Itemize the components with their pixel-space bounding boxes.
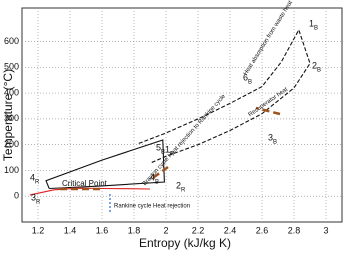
series-line xyxy=(45,139,165,190)
point-label-sub: B xyxy=(314,26,318,32)
x-tick-label: 2.6 xyxy=(256,225,269,235)
grid: 1.2 1.4 1.6 1.8 2 2.2 2.4 2.6 2.8 3 0 100 200 300 400 5… xyxy=(4,8,342,235)
point-label: 1 xyxy=(165,144,170,154)
annotation: Rankine cycle Heat rejection xyxy=(114,204,190,210)
y-tick-label: 200 xyxy=(4,139,19,149)
x-axis-label: Entropy (kJ/kg K) xyxy=(139,236,231,250)
point-label: 3 xyxy=(31,192,36,202)
y-tick-label: 300 xyxy=(4,113,19,123)
point-label: 4 xyxy=(150,172,155,182)
plot-frame xyxy=(21,7,343,223)
x-tick-label: 2.8 xyxy=(288,225,301,235)
point-label: 2 xyxy=(312,60,317,70)
y-tick-label: 500 xyxy=(4,62,19,72)
x-tick-label: 1.8 xyxy=(128,225,141,235)
point-label: 4 xyxy=(30,172,35,182)
point-label-sub: R xyxy=(36,200,41,206)
annotation: Heat absorption from waste heat xyxy=(243,0,294,77)
point-label: 2 xyxy=(176,180,181,190)
point-label-sub: B xyxy=(248,80,252,86)
series-line xyxy=(29,187,151,196)
y-tick-label: 600 xyxy=(4,36,19,46)
x-tick-label: 1.4 xyxy=(64,225,77,235)
x-tick-label: 2.2 xyxy=(192,225,205,235)
x-tick-label: 1.6 xyxy=(96,225,109,235)
y-tick-label: 0 xyxy=(14,191,19,201)
y-tick-label: 400 xyxy=(4,87,19,97)
marks xyxy=(29,28,311,196)
heat-arrows xyxy=(60,106,281,191)
x-tick-label: 1.2 xyxy=(32,225,45,235)
point-label-sub: R xyxy=(170,152,175,158)
point-label-sub: R xyxy=(181,188,186,194)
point-label-sub: B xyxy=(273,140,277,146)
series-line xyxy=(138,28,311,164)
annotation: Critical Point xyxy=(62,179,108,188)
point-label: 5 xyxy=(156,142,161,152)
point-label-sub: B xyxy=(317,68,321,74)
y-tick-label: 100 xyxy=(4,165,19,175)
point-label: 6 xyxy=(243,72,248,82)
point-label: 3 xyxy=(268,132,273,142)
y-axis-label: Temperature (°C) xyxy=(1,69,15,161)
x-tick-label: 2.4 xyxy=(224,225,237,235)
x-tick-label: 3 xyxy=(323,225,328,235)
point-label-sub: B xyxy=(155,180,159,186)
point-label: 1 xyxy=(309,18,314,28)
point-label-sub: R xyxy=(35,180,40,186)
x-tick-label: 2 xyxy=(163,225,168,235)
point-label-sub: B xyxy=(161,150,165,156)
